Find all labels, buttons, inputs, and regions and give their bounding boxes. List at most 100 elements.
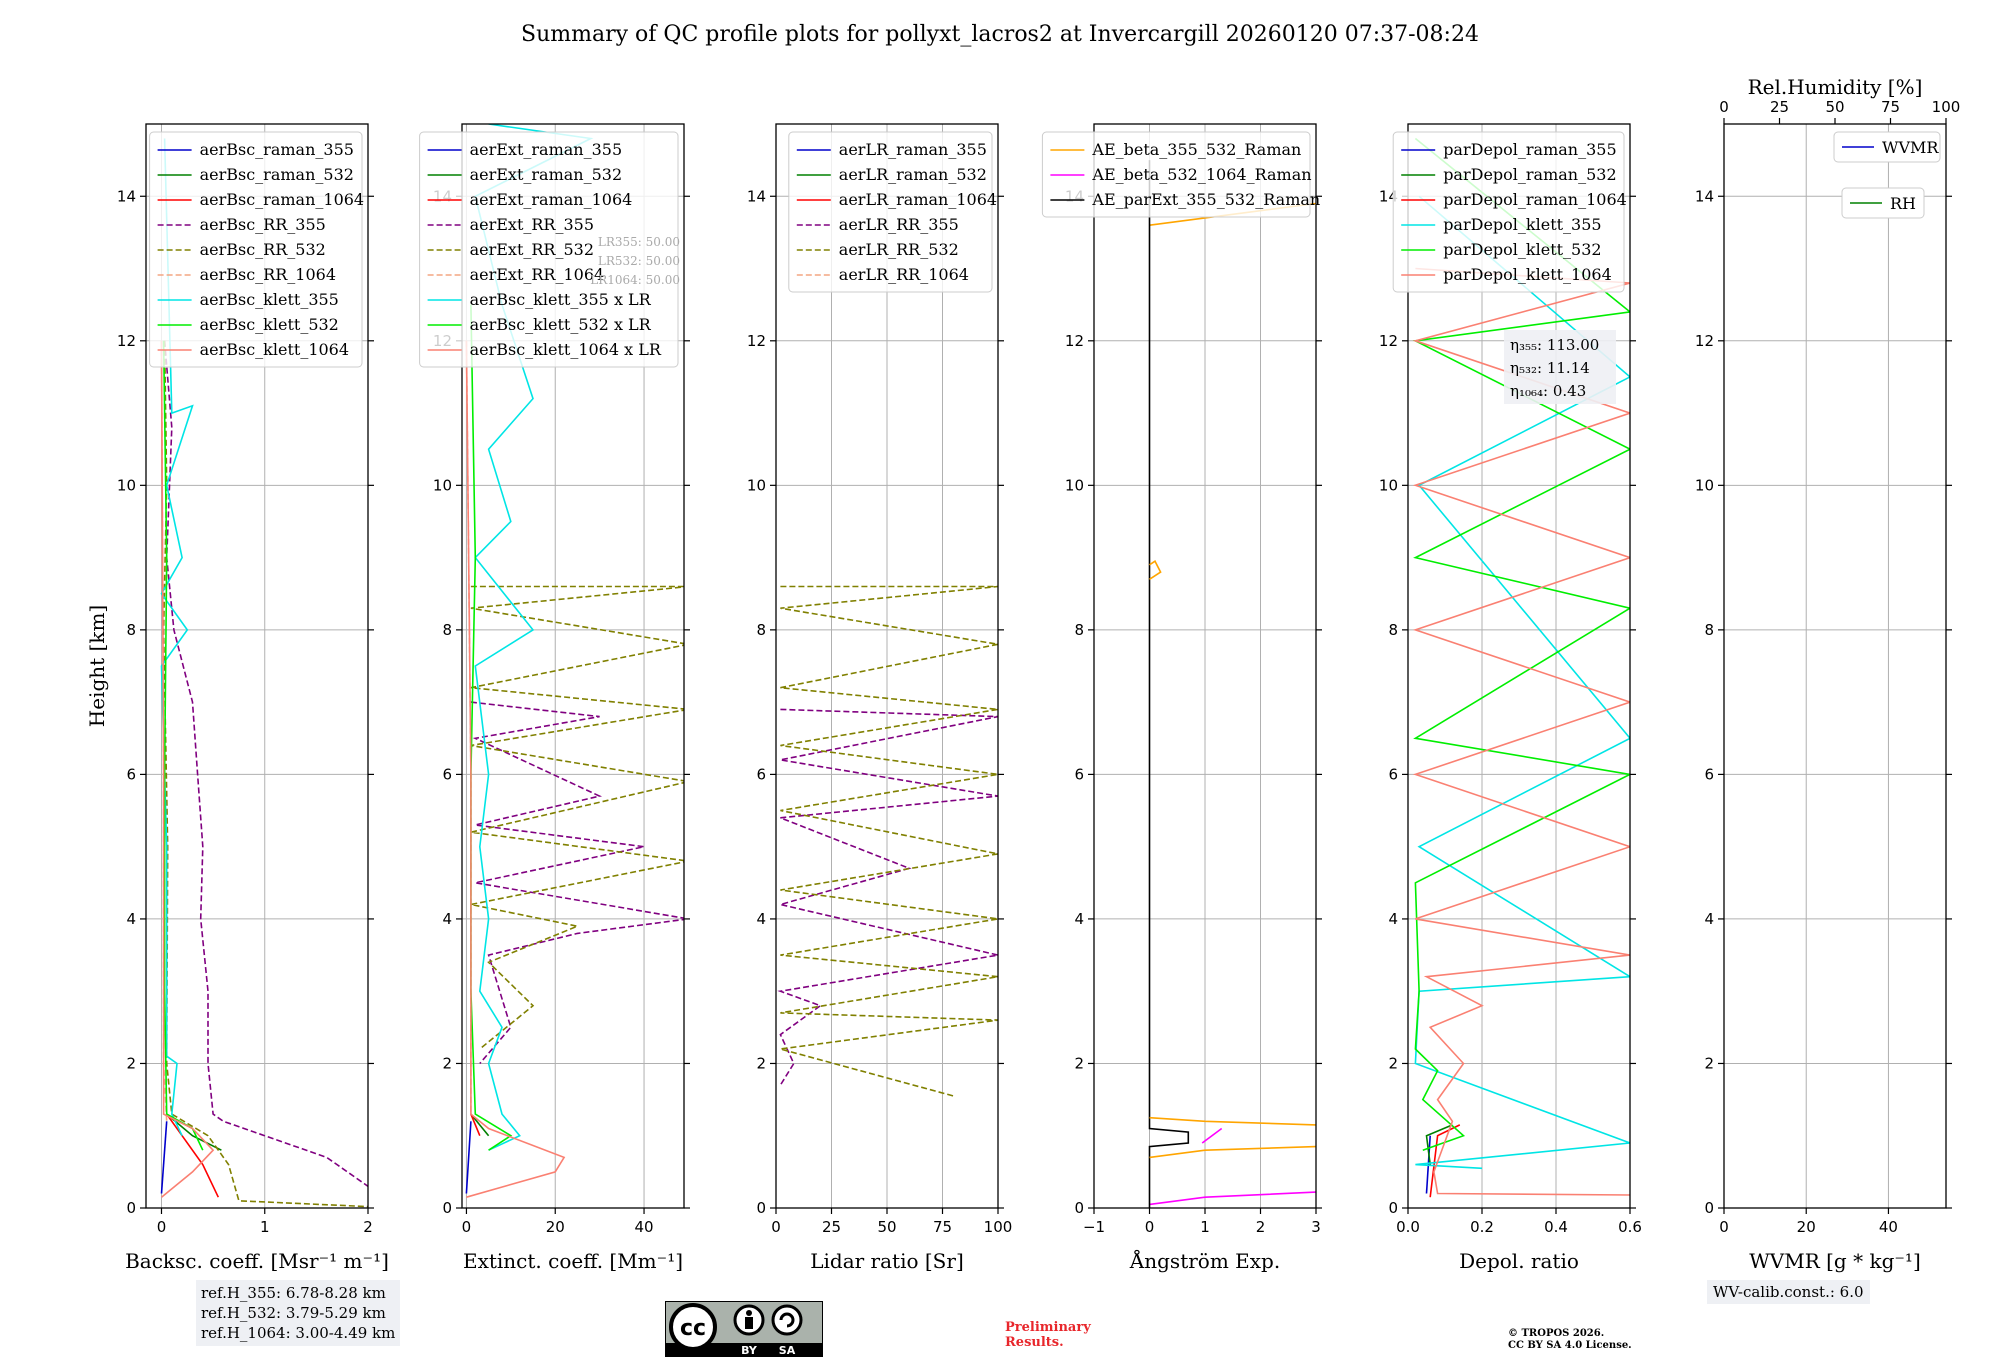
y-tick-label: 10 [747, 476, 766, 494]
top-x-tick-label: 0 [1719, 98, 1729, 116]
x-tick-label: 0 [1145, 1218, 1155, 1236]
legend-frame [149, 131, 363, 368]
series-line-parDepol_klett_532 [1412, 137, 1630, 1151]
y-tick-label: 4 [1388, 910, 1398, 928]
legend-frame [1392, 131, 1625, 293]
series-group [1148, 160, 1316, 1208]
y-tick-label: 6 [1704, 765, 1714, 783]
x-tick-label: 0 [462, 1218, 472, 1236]
y-tick-label: 0 [442, 1199, 452, 1217]
ref-height-1064: ref.H_1064: 3.00-4.49 km [201, 1324, 396, 1342]
legend-label-aerBsc_RR_532: aerBsc_RR_532 [200, 240, 326, 259]
cc-icon [669, 1303, 717, 1351]
legend-label-aerBsc_klett_1064: aerBsc_klett_1064 [200, 340, 349, 359]
x-axis-label: Depol. ratio [1459, 1249, 1579, 1273]
y-tick-label: 8 [1388, 621, 1398, 639]
y-tick-label: 8 [1074, 621, 1084, 639]
legend-label-aerExt_RR_1064: aerExt_RR_1064 [470, 265, 605, 284]
y-tick-label: 0 [1074, 1199, 1084, 1217]
panel-ext: 0204002468101214Extinct. coeff. [Mm⁻¹]ae… [419, 123, 690, 1273]
legend-label-aerLR_raman_532: aerLR_raman_532 [839, 165, 987, 184]
sa-share-icon [771, 1304, 803, 1336]
y-tick-label: 8 [126, 621, 136, 639]
series-line-aerBsc_klett_1064 [160, 340, 215, 1198]
plot-frame [145, 123, 369, 1209]
y-tick-label: 6 [1388, 765, 1398, 783]
series-line-aerLR_RR_355 [777, 708, 998, 1086]
y-tick-label: 6 [756, 765, 766, 783]
series-line-aerLR_RR_532 [780, 585, 998, 1097]
x-tick-label: 0.6 [1618, 1218, 1642, 1236]
x-axis-label: WVMR [g * kg⁻¹] [1749, 1249, 1921, 1273]
legend-label-aerBsc_RR_355: aerBsc_RR_355 [200, 215, 326, 234]
legend-label-aerBsc_klett_1064 x LR: aerBsc_klett_1064 x LR [470, 340, 662, 359]
y-tick-label: 2 [1388, 1054, 1398, 1072]
x-tick-label: 0 [1719, 1218, 1729, 1236]
legend-label-parDepol_raman_1064: parDepol_raman_1064 [1443, 190, 1627, 209]
y-tick-label: 0 [126, 1199, 136, 1217]
top-x-tick-label: 25 [1770, 98, 1789, 116]
lr-note: LR532: 50.00 [598, 254, 680, 268]
y-axis-label: Height [km] [85, 605, 109, 727]
x-axis-label: Backsc. coeff. [Msr⁻¹ m⁻¹] [125, 1249, 389, 1273]
plot-frame [461, 123, 685, 1209]
legend-label-aerBsc_klett_355 x LR: aerBsc_klett_355 x LR [470, 290, 652, 309]
y-tick-label: 4 [126, 910, 136, 928]
series-group [160, 138, 368, 1208]
plot-frame [1407, 123, 1631, 1209]
legend-frame [788, 131, 993, 293]
legend-label-aerLR_raman_355: aerLR_raman_355 [839, 140, 987, 159]
legend-label-WVMR: WVMR [1882, 138, 1939, 157]
y-tick-label: 4 [1074, 910, 1084, 928]
series-line-aerBsc_klett_1064 x LR [465, 340, 566, 1198]
legend-label-aerBsc_klett_532 x LR: aerBsc_klett_532 x LR [470, 315, 652, 334]
legend-box: aerLR_raman_355 aerLR_raman_532 aerLR_rama… [788, 131, 997, 293]
y-tick-label: 12 [1065, 332, 1084, 350]
x-tick-label: 40 [634, 1218, 653, 1236]
y-tick-label: 8 [756, 621, 766, 639]
top-x-tick-label: 100 [1932, 98, 1961, 116]
legend-label-aerExt_RR_355: aerExt_RR_355 [470, 215, 594, 234]
legend-frame [1041, 131, 1311, 218]
y-tick-label: 2 [126, 1054, 136, 1072]
wv-calib-box: WV-calib.const.: 6.0 [1707, 1280, 1870, 1304]
y-tick-label: 0 [756, 1199, 766, 1217]
sa-text: SA [779, 1344, 796, 1357]
y-tick-label: 10 [1379, 476, 1398, 494]
legend-label-aerExt_raman_532: aerExt_raman_532 [470, 165, 623, 184]
legend-box: AE_beta_355_532_Raman AE_beta_532_1064_Ra… [1041, 131, 1320, 218]
y-tick-label: 4 [756, 910, 766, 928]
y-tick-label: 12 [1695, 332, 1714, 350]
legend-label-aerExt_raman_355: aerExt_raman_355 [470, 140, 623, 159]
y-tick-label: 12 [117, 332, 136, 350]
lr-note: LR1064: 50.00 [590, 273, 680, 287]
legend-label-AE_parExt_355_532_Raman: AE_parExt_355_532_Raman [1091, 190, 1320, 209]
x-tick-label: −1 [1083, 1218, 1105, 1236]
y-tick-label: 10 [117, 476, 136, 494]
plot-frame [1093, 123, 1317, 1209]
series-line-extra [1149, 560, 1162, 580]
x-axis-label: Lidar ratio [Sr] [810, 1249, 964, 1273]
series-group [1412, 137, 1630, 1198]
y-tick-label: 14 [117, 187, 136, 205]
legend-label-aerLR_RR_355: aerLR_RR_355 [839, 215, 959, 234]
legend-label-parDepol_klett_1064: parDepol_klett_1064 [1443, 265, 1612, 284]
ref-height-box: ref.H_355: 6.78-8.28 km ref.H_532: 3.79-… [196, 1280, 401, 1346]
x-axis-label: Extinct. coeff. [Mm⁻¹] [463, 1249, 683, 1273]
y-tick-label: 0 [1704, 1199, 1714, 1217]
ref-height-532: ref.H_532: 3.79-5.29 km [201, 1304, 386, 1322]
legend-box: WVMR [1833, 131, 1941, 163]
x-tick-label: 100 [984, 1218, 1013, 1236]
x-tick-label: 0 [771, 1218, 781, 1236]
legend-label-aerBsc_raman_1064: aerBsc_raman_1064 [200, 190, 365, 209]
legend-label-parDepol_raman_532: parDepol_raman_532 [1443, 165, 1616, 184]
series-line-aerBsc_RR_355 [163, 340, 368, 1187]
legend-frame [1833, 131, 1941, 163]
series-line-aerBsc_klett_355 [160, 138, 194, 1137]
lr-note: LR355: 50.00 [598, 235, 680, 249]
x-tick-label: 2 [363, 1218, 373, 1236]
series-line-AE_parExt_355_532_Raman [1148, 160, 1190, 1208]
series-line-aerExt_RR_355 [470, 701, 684, 1065]
